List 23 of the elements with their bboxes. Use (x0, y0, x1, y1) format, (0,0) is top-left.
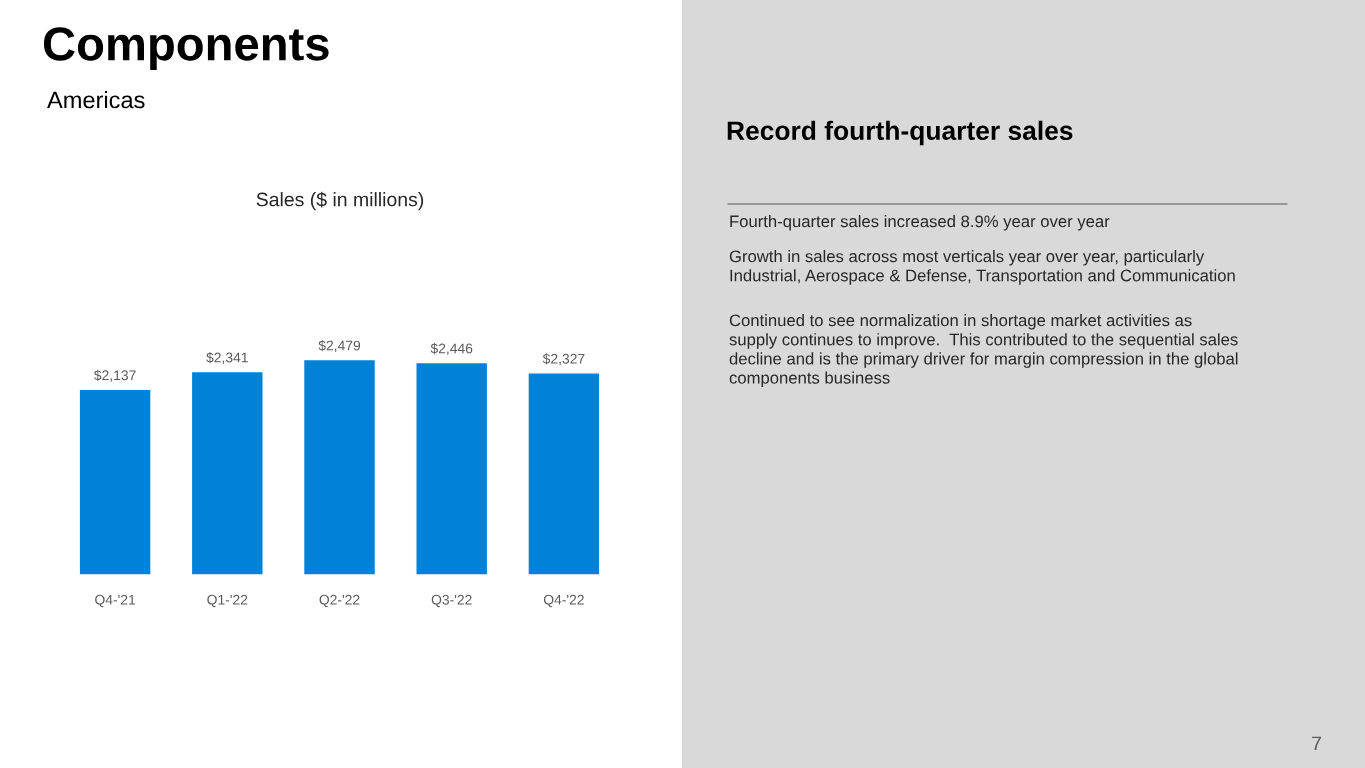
data-label: $2,341 (206, 352, 248, 365)
data-label: $2,327 (542, 353, 585, 366)
x-tick-label: Q4-'22 (543, 594, 584, 608)
bar (78, 388, 152, 575)
text: Record fourth-quarter sales (727, 120, 1073, 146)
bar (190, 370, 264, 575)
text: Growth in sales across most verticals year over year, particularly Industrial, Aerospace & Defense, Transportation and Communication (729, 250, 1235, 285)
text: Fourth-quarter sales increased 8.9% year over year (730, 215, 1110, 231)
x-tick-label: Q4-'21 (95, 594, 136, 608)
bar (415, 361, 489, 575)
x-tick-label: Q3-'22 (431, 594, 472, 608)
x-tick-label: Q2-'22 (319, 594, 360, 608)
data-label: $2,446 (430, 342, 473, 355)
text: 7 (1312, 736, 1322, 751)
chart-subtitle: Americas (47, 91, 145, 109)
chart-title: Components (43, 27, 329, 71)
bar (302, 358, 377, 575)
data-label: $2,479 (318, 340, 361, 353)
x-tick-label: Q1-'22 (207, 594, 248, 608)
bar (527, 372, 601, 575)
text: Sales ($ in millions) (256, 191, 424, 211)
data-label: $2,137 (94, 369, 136, 382)
text: Continued to see normalization in shortage market activities as supply continues to improve. This contributed to the sequential sales decline and is the primary driver for margin compression in the global components business (729, 314, 1238, 388)
